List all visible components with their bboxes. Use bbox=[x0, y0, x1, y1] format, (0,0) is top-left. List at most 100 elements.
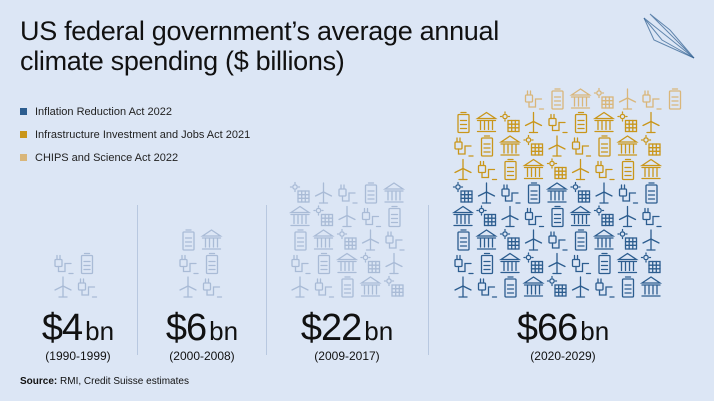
pictogram-icon-ev-charger bbox=[454, 137, 474, 157]
divider-3 bbox=[428, 205, 429, 355]
pictogram-icon-battery bbox=[504, 276, 517, 298]
pictogram-icon-battery bbox=[480, 135, 494, 157]
amount-unit-2020-2029: bn bbox=[580, 316, 610, 346]
pictogram-icon-battery bbox=[598, 252, 611, 275]
source-text: RMI, Credit Suisse estimates bbox=[60, 376, 189, 387]
pictogram-icon-wind-turbine bbox=[524, 229, 543, 251]
pictogram-icon-ev-charger bbox=[179, 254, 199, 275]
pictogram-icon-building bbox=[335, 252, 359, 274]
pictogram-icon-building bbox=[359, 276, 382, 297]
pictogram-icon-wind-turbine bbox=[385, 252, 403, 275]
bucket-2000-2008: $6 bn (2000-2008) bbox=[152, 308, 252, 363]
pictogram-icon-building bbox=[616, 252, 639, 274]
pictogram-icon-solar-panel bbox=[452, 181, 473, 203]
period-2020-2029: (2020-2029) bbox=[530, 349, 596, 363]
pictogram-icon-solar-panel bbox=[523, 252, 544, 274]
pictogram-icon-building bbox=[475, 229, 498, 250]
pictogram-icon-wind-turbine bbox=[618, 88, 637, 110]
bucket-1990-1999: $4 bn (1990-1999) bbox=[28, 308, 128, 363]
pictogram-icon-battery bbox=[621, 276, 635, 298]
pictogram-icon-wind-turbine bbox=[54, 276, 72, 298]
pictogram-icon-building bbox=[475, 111, 498, 133]
pictogram-icon-ev-charger bbox=[477, 278, 498, 298]
pictogram-icon-battery bbox=[457, 111, 470, 134]
pictogram-icon-building bbox=[498, 252, 522, 274]
pictogram-icon-ev-charger bbox=[548, 231, 568, 251]
pictogram-icon-building bbox=[569, 88, 592, 109]
pictogram-icon-wind-turbine bbox=[477, 182, 496, 204]
pictogram-icon-solar-panel bbox=[593, 205, 614, 227]
legend-label-chips: CHIPS and Science Act 2022 bbox=[35, 151, 179, 164]
pictogram-icon-wind-turbine bbox=[454, 276, 472, 298]
pictogram-icon-solar-panel bbox=[499, 228, 520, 250]
pictogram-icon-solar-panel bbox=[336, 228, 357, 250]
pictogram-icon-ev-charger bbox=[291, 254, 311, 275]
pictogram-icon-ev-charger bbox=[524, 90, 545, 110]
pictogram-icon-solar-panel bbox=[570, 181, 591, 203]
pictogram-icon-ev-charger bbox=[477, 160, 498, 181]
pictogram-icon-battery bbox=[388, 205, 401, 228]
pictogram-icon-battery bbox=[621, 158, 635, 181]
amount-1990-1999: $4 bn bbox=[42, 308, 114, 348]
pictogram-icon-building bbox=[200, 229, 223, 250]
pictogram-icon-wind-turbine bbox=[524, 111, 543, 134]
pictogram-icon-battery bbox=[598, 135, 611, 157]
amount-unit-1990-1999: bn bbox=[85, 316, 115, 346]
pictogram-icon-solar-panel bbox=[499, 111, 520, 133]
pictogram-icon-ev-charger bbox=[501, 184, 521, 204]
pictogram-icon-building bbox=[616, 135, 639, 156]
pictogram-icon-wind-turbine bbox=[595, 182, 613, 204]
pictogram-icon-solar-panel bbox=[617, 228, 638, 250]
pictogram-grid bbox=[54, 87, 682, 298]
amount-value-1990-1999: $4 bbox=[41, 307, 83, 349]
amount-value-2020-2029: $66 bbox=[516, 307, 578, 349]
pictogram-icon-ev-charger bbox=[618, 184, 639, 204]
pictogram-icon-wind-turbine bbox=[571, 158, 590, 181]
pictogram-icon-ev-charger bbox=[454, 254, 474, 275]
pictogram-icon-solar-panel bbox=[640, 252, 661, 274]
pictogram-icon-solar-panel bbox=[546, 158, 567, 180]
amount-unit-2009-2017: bn bbox=[364, 316, 394, 346]
pictogram-icon-building bbox=[639, 158, 663, 180]
divider-2 bbox=[266, 205, 267, 355]
pictogram-icon-building bbox=[545, 182, 569, 203]
pictogram-icon-solar-panel bbox=[640, 134, 661, 156]
bucket-2020-2029: $66 bn (2020-2029) bbox=[498, 308, 628, 363]
pictogram-icon-battery bbox=[317, 252, 331, 275]
pictogram-icon-battery bbox=[527, 182, 541, 204]
period-1990-1999: (1990-1999) bbox=[45, 349, 111, 363]
pictogram-icon-ev-charger bbox=[385, 231, 405, 251]
pictogram-icon-solar-panel bbox=[593, 87, 614, 109]
pictogram-icon-battery bbox=[504, 158, 517, 181]
pictogram-icon-wind-turbine bbox=[361, 229, 380, 251]
pictogram-icon-battery bbox=[205, 252, 219, 275]
pictogram-icon-wind-turbine bbox=[338, 205, 356, 228]
pictogram-icon-building bbox=[569, 205, 592, 227]
pictogram-icon-battery bbox=[668, 88, 682, 110]
pictogram-icon-battery bbox=[574, 229, 588, 251]
pictogram-icon-battery bbox=[364, 182, 378, 204]
amount-unit-2000-2008: bn bbox=[209, 316, 239, 346]
period-2000-2008: (2000-2008) bbox=[169, 349, 235, 363]
pictogram-icon-building bbox=[312, 229, 335, 250]
pictogram-icon-wind-turbine bbox=[291, 276, 309, 298]
pictogram-icon-ev-charger bbox=[571, 137, 592, 157]
source-note: Source: RMI, Credit Suisse estimates bbox=[20, 376, 189, 387]
legend-swatch-iija bbox=[20, 131, 27, 138]
pictogram-icon-battery bbox=[294, 229, 307, 251]
pictogram-icon-battery bbox=[182, 229, 195, 251]
pictogram-icon-battery bbox=[457, 229, 470, 251]
source-label: Source: bbox=[20, 376, 58, 387]
pictogram-icon-solar-panel bbox=[546, 275, 567, 297]
pictogram-icon-building bbox=[382, 182, 406, 203]
pictogram-icon-building bbox=[288, 205, 312, 227]
pictogram-icon-solar-panel bbox=[360, 252, 381, 274]
pictogram-icon-ev-charger bbox=[524, 207, 545, 228]
pictogram-icon-ev-charger bbox=[314, 278, 335, 298]
pictogram-icon-solar-panel bbox=[313, 205, 334, 227]
pictogram-icon-battery bbox=[341, 276, 354, 298]
amount-2000-2008: $6 bn bbox=[166, 308, 238, 348]
pictogram-icon-solar-panel bbox=[476, 205, 497, 227]
pictogram-icon-ev-charger bbox=[548, 113, 568, 134]
legend-item-iija: Infrastructure Investment and Jobs Act 2… bbox=[20, 123, 250, 146]
